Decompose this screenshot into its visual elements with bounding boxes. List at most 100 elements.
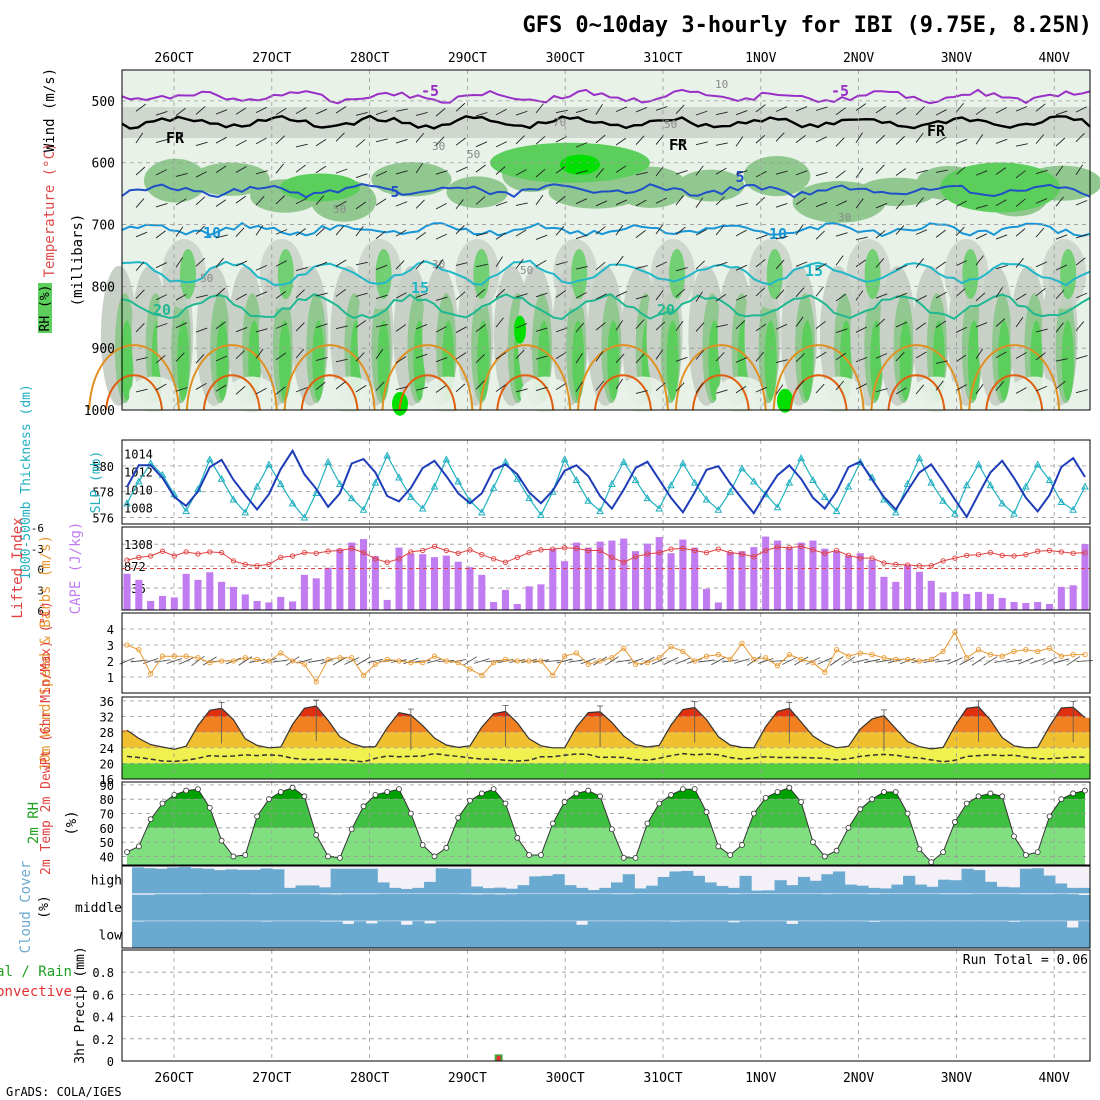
wind-barb: [355, 320, 367, 328]
li-point: [301, 549, 308, 556]
cloud-bar-low: [599, 921, 612, 948]
wind-barb: [535, 168, 546, 178]
wind-point: [644, 659, 651, 666]
wind-point: [502, 656, 509, 663]
cloud-bar-middle: [914, 893, 927, 921]
wind-barb: [435, 326, 447, 333]
cloud-bar-middle: [389, 893, 402, 921]
wind-point: [692, 658, 698, 664]
temp-band: [122, 763, 1090, 779]
wind-barb: [955, 226, 965, 237]
wind-barb: [935, 169, 948, 173]
rh-point: [1011, 833, 1017, 840]
wind-barb: [195, 196, 206, 206]
wind-barb: [395, 170, 408, 175]
wind-barb: [435, 136, 445, 146]
wind-barb: [675, 356, 688, 362]
cloud-bar-low: [435, 921, 448, 948]
wind-barb: [515, 202, 528, 206]
wind-barb: [615, 291, 628, 297]
wind-barb: [735, 357, 748, 363]
wind-barb: [295, 228, 306, 237]
wind-barb: [455, 166, 468, 173]
rh-patch-green: [377, 320, 390, 401]
wind-barb: [695, 197, 704, 208]
li-point: [822, 550, 828, 556]
wind-barb: [215, 355, 228, 362]
temp-tick: 20: [100, 757, 114, 771]
cape-bar: [206, 572, 214, 610]
rh-point: [798, 799, 805, 805]
cloud-bar-low: [809, 921, 822, 948]
cape-bar: [904, 564, 912, 610]
wind-barb: [947, 657, 963, 665]
wind-barb: [923, 658, 940, 664]
rh-patch-green: [766, 249, 783, 299]
thickness-point: [690, 478, 699, 486]
cloud-bar-high: [318, 887, 332, 894]
wind-barb: [875, 134, 886, 144]
wind-barb: [875, 293, 888, 299]
wind-barb: [435, 296, 448, 301]
rh-point: [916, 846, 923, 853]
li-point: [573, 545, 580, 552]
rh-patch-green: [870, 320, 883, 401]
cloud-bar-high: [716, 885, 729, 894]
cloud-units-label: (%): [37, 895, 52, 918]
wind-barb: [1075, 389, 1088, 394]
cross-section-frame: [121, 69, 1091, 411]
wind-barb: [815, 201, 828, 208]
wind-barb: [435, 357, 448, 363]
precip-total-label: Total / Rain: [0, 964, 72, 980]
wind-barb: [155, 355, 166, 364]
wind-barb: [895, 292, 908, 298]
li-point: [514, 554, 520, 561]
isotherm-label: 10: [203, 224, 221, 242]
wind-barb: [663, 657, 679, 665]
temp-bands: [122, 706, 1090, 779]
isotherm-30: [887, 374, 946, 411]
wind-point: [218, 658, 225, 664]
wind-barb: [1015, 106, 1028, 112]
cape-bar: [525, 586, 533, 610]
cloud-bar-high: [996, 886, 1009, 894]
wind-barb: [475, 288, 486, 298]
cloud-bar-low: [681, 921, 694, 948]
wind-barb: [995, 138, 1008, 144]
rh-axis-label: RH (%): [38, 285, 53, 332]
wind-barb: [895, 135, 906, 145]
wind-barb: [815, 136, 827, 143]
cloud-bar-high: [727, 887, 741, 894]
cape-bar: [998, 597, 1006, 610]
precip-conv-label: Convective: [0, 984, 72, 1000]
wind-barb: [595, 322, 606, 331]
thickness-point: [123, 499, 131, 507]
rh-point: [266, 796, 272, 803]
cloud-bar-high: [248, 869, 262, 894]
cloud-bar-high: [272, 869, 285, 894]
cloud-bar-low: [307, 921, 320, 948]
wind-barb: [555, 382, 567, 391]
cape-bar: [702, 588, 711, 610]
wind-barb: [895, 107, 907, 115]
cloud-bar-low: [424, 923, 437, 948]
cape-bar: [253, 600, 261, 610]
wind-point: [207, 659, 213, 666]
wind-barb: [515, 258, 524, 269]
rh-contour-label: 50: [520, 264, 533, 277]
cloud-bar-middle: [295, 893, 308, 921]
wind-barb: [815, 320, 826, 329]
precip-tick: 0.4: [92, 1011, 114, 1025]
li-point: [869, 555, 875, 561]
isotherm-label: -5: [421, 82, 439, 100]
wind-barb: [715, 324, 728, 328]
cloud-bar-low: [260, 921, 273, 948]
wind-barb: [795, 106, 808, 112]
wind-point: [739, 640, 745, 647]
thickness-point: [229, 495, 238, 503]
cloud-bar-high: [424, 881, 437, 894]
wind-barb: [635, 390, 648, 394]
li-point: [561, 545, 568, 551]
wind-barb: [315, 108, 328, 115]
dewpoint-line: [126, 752, 1085, 763]
